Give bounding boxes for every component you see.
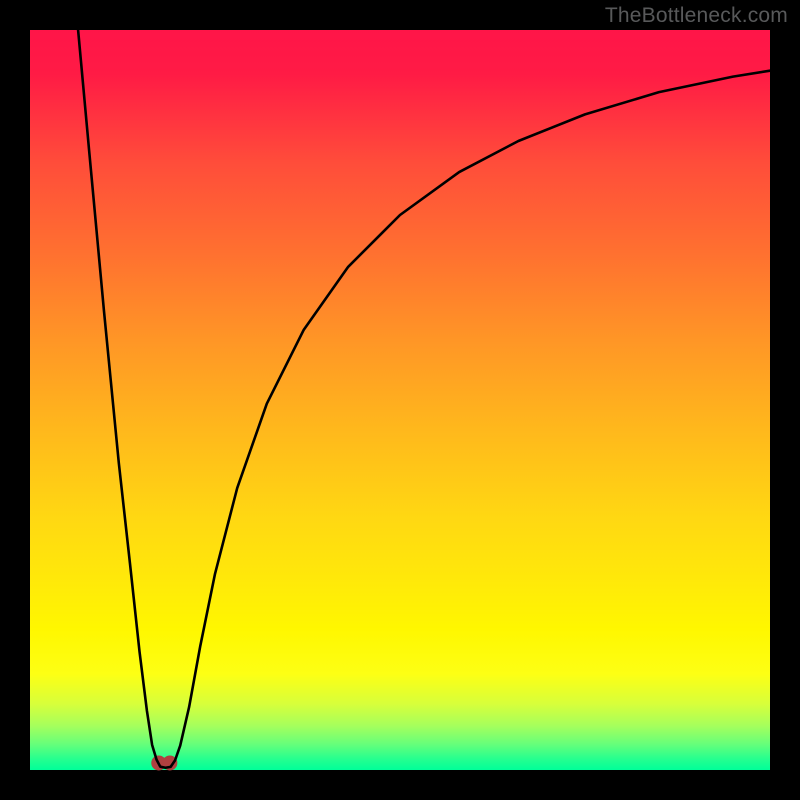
chart-frame: TheBottleneck.com bbox=[0, 0, 800, 800]
watermark-text: TheBottleneck.com bbox=[605, 4, 788, 28]
bottleneck-chart bbox=[0, 0, 800, 800]
